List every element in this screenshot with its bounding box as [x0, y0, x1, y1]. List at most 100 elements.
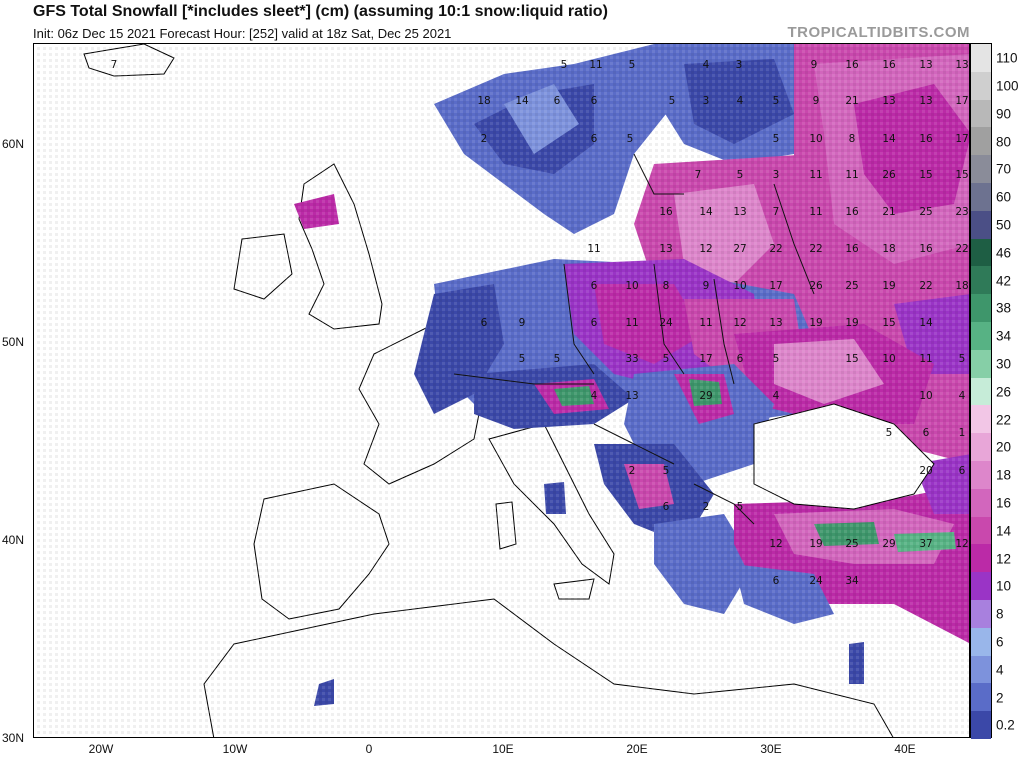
snow-amount-label: 5: [773, 353, 780, 365]
colorbar-label: 34: [996, 328, 1012, 344]
snow-amount-label: 10: [733, 280, 746, 292]
colorbar-label: 10: [996, 578, 1012, 594]
colorbar-swatch: [971, 322, 991, 351]
colorbar-swatch: [971, 683, 991, 712]
snow-amount-label: 4: [737, 95, 744, 107]
snow-amount-label: 22: [919, 280, 932, 292]
lon-label-0: 0: [365, 742, 373, 756]
colorbar-label: 60: [996, 189, 1012, 205]
colorbar-label: 42: [996, 273, 1012, 289]
colorbar-label: 30: [996, 356, 1012, 372]
colorbar-label: 46: [996, 245, 1012, 261]
snow-amount-label: 11: [809, 206, 822, 218]
snow-amount-label: 25: [845, 538, 858, 550]
colorbar-swatch: [971, 377, 991, 406]
snow-amount-label: 1: [959, 427, 966, 439]
colorbar-label: 100: [996, 78, 1019, 94]
snow-amount-label: 16: [845, 206, 859, 218]
snow-amount-label: 13: [733, 206, 746, 218]
snow-amount-label: 24: [659, 317, 673, 329]
snow-amount-label: 11: [625, 317, 638, 329]
colorbar-label: 70: [996, 161, 1012, 177]
snow-amount-label: 9: [703, 280, 710, 292]
snowfall-colorbar: [970, 43, 992, 740]
snow-amount-label: 11: [589, 59, 602, 71]
snow-amount-label: 10: [919, 390, 932, 402]
brand-watermark: TROPICALTIDBITS.COM: [787, 24, 970, 41]
colorbar-swatch: [971, 183, 991, 212]
lon-label-40e: 40E: [894, 742, 916, 756]
snow-amount-label: 10: [625, 280, 638, 292]
snow-amount-label: 8: [849, 133, 856, 145]
snow-amount-label: 25: [919, 206, 932, 218]
snow-amount-label: 18: [882, 243, 895, 255]
colorbar-swatch: [971, 572, 991, 601]
snow-amount-label: 15: [919, 169, 932, 181]
snow-amount-label: 7: [773, 206, 780, 218]
snow-amount-label: 16: [919, 243, 933, 255]
snow-amount-label: 17: [699, 353, 712, 365]
colorbar-label: 22: [996, 412, 1012, 428]
snow-amount-label: 6: [481, 317, 488, 329]
snow-amount-label: 26: [882, 169, 896, 181]
snow-amount-label: 6: [591, 133, 598, 145]
snow-amount-label: 8: [663, 280, 670, 292]
snow-amount-label: 4: [773, 390, 780, 402]
colorbar-swatch: [971, 516, 991, 545]
snow-amount-label: 21: [882, 206, 895, 218]
snow-amount-label: 6: [554, 95, 561, 107]
snow-amount-label: 16: [845, 243, 859, 255]
snow-amount-label: 3: [773, 169, 780, 181]
snow-amount-label: 12: [955, 538, 968, 550]
snow-amount-label: 11: [809, 169, 822, 181]
colorbar-swatch: [971, 238, 991, 267]
colorbar-swatch: [971, 127, 991, 156]
colorbar-swatch: [971, 488, 991, 518]
snow-amount-label: 9: [519, 317, 526, 329]
snow-amount-label: 14: [515, 95, 529, 107]
snow-amount-label: 15: [845, 353, 858, 365]
snow-amount-label: 37: [919, 538, 932, 550]
snow-amount-label: 16: [659, 206, 673, 218]
snow-amount-label: 16: [845, 59, 859, 71]
snow-amount-label: 7: [111, 59, 118, 71]
lon-label-20w: 20W: [88, 742, 114, 756]
colorbar-swatch: [971, 99, 991, 128]
snowfall-map: 7 5 11 5 4 3 9 16 16 13 13 18 14 6 6 5 3 4 5 9 21 13 13 17 2 6 5 5 1…: [33, 43, 970, 738]
colorbar-label: 90: [996, 106, 1012, 122]
snow-amount-label: 4: [591, 390, 598, 402]
snow-amount-label: 19: [845, 317, 858, 329]
snow-amount-label: 13: [882, 95, 895, 107]
snow-amount-label: 13: [659, 243, 672, 255]
snow-amount-label: 5: [663, 353, 670, 365]
colorbar-swatch: [971, 44, 991, 73]
snow-amount-label: 33: [625, 353, 638, 365]
snow-amount-label: 21: [845, 95, 858, 107]
colorbar-swatch: [971, 71, 991, 101]
snow-amount-label: 10: [882, 353, 895, 365]
colorbar-label: 80: [996, 134, 1012, 150]
snow-amount-label: 5: [886, 427, 893, 439]
map-title: GFS Total Snowfall [*includes sleet*] (c…: [33, 3, 608, 20]
lon-label-20e: 20E: [626, 742, 648, 756]
lat-label-60n: 60N: [2, 137, 25, 151]
snow-amount-label: 5: [554, 353, 561, 365]
country-borders: [453, 153, 815, 525]
snow-amount-label: 14: [882, 133, 896, 145]
snow-amount-label: 19: [809, 538, 822, 550]
colorbar-swatch: [971, 155, 991, 184]
snow-amount-label: 12: [769, 538, 782, 550]
lat-label-50n: 50N: [2, 335, 25, 349]
snow-amount-label: 7: [695, 169, 702, 181]
snow-amount-label: 9: [813, 95, 820, 107]
snow-amount-label: 11: [587, 243, 600, 255]
snow-amount-label: 6: [663, 501, 670, 513]
snow-amount-label: 5: [663, 465, 670, 477]
snow-amount-label: 24: [809, 575, 823, 587]
snow-amount-label: 2: [703, 501, 710, 513]
colorbar-swatch: [971, 655, 991, 684]
colorbar-label: 18: [996, 467, 1012, 483]
snow-amount-label: 26: [809, 280, 823, 292]
snow-amount-label: 16: [882, 59, 896, 71]
